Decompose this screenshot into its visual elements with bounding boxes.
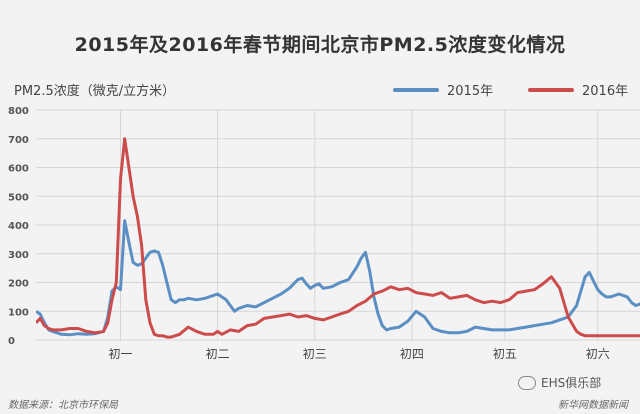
- y-tick-label: 100: [8, 307, 29, 318]
- series-line-2016年: [36, 137, 640, 339]
- y-tick-label: 800: [8, 106, 29, 117]
- y-tick-label: 0: [8, 336, 15, 347]
- y-tick-label: 500: [8, 192, 29, 203]
- y-tick-label: 400: [8, 221, 29, 232]
- y-tick-label: 700: [8, 135, 29, 146]
- x-tick-label: 初四: [400, 347, 424, 361]
- y-tick-label: 600: [8, 164, 29, 175]
- credit-text: 新华网数据新闻: [558, 400, 628, 411]
- chart-title: 2015年及2016年春节期间北京市PM2.5浓度变化情况: [74, 34, 566, 56]
- y-tick-label: 200: [8, 279, 29, 290]
- watermark-text: EHS俱乐部: [541, 376, 602, 390]
- x-tick-label: 初一: [108, 347, 132, 361]
- legend-label-2016: 2016年: [582, 84, 629, 99]
- legend-item-2015: 2015年: [393, 80, 493, 99]
- x-tick-label: 初五: [493, 347, 517, 361]
- legend-item-2016: 2016年: [528, 80, 628, 99]
- x-tick-label: 初三: [303, 347, 327, 361]
- x-tick-label: 初二: [206, 347, 230, 361]
- legend-label-2015: 2015年: [447, 84, 494, 99]
- y-axis-label: PM2.5浓度（微克/立方米）: [14, 84, 176, 99]
- wechat-watermark: EHS俱乐部: [518, 374, 601, 391]
- legend-swatch-2016: [528, 87, 574, 92]
- series-line-2015年: [36, 219, 640, 337]
- legend-swatch-2015: [393, 87, 439, 92]
- wechat-icon: [518, 375, 536, 390]
- y-tick-label: 300: [8, 250, 29, 261]
- data-source: 数据来源：北京市环保局: [8, 400, 118, 411]
- x-tick-label: 初六: [586, 347, 610, 361]
